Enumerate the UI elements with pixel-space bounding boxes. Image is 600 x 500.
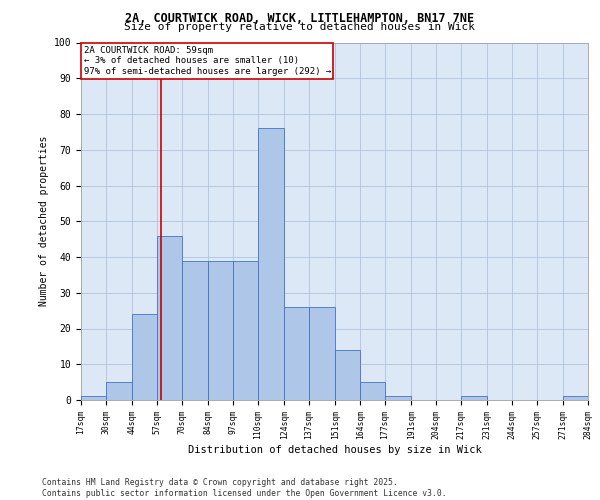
Bar	[563, 396, 588, 400]
Bar	[461, 396, 487, 400]
Text: 2A, COURTWICK ROAD, WICK, LITTLEHAMPTON, BN17 7NE: 2A, COURTWICK ROAD, WICK, LITTLEHAMPTON,…	[125, 12, 475, 26]
Bar	[132, 314, 157, 400]
Text: 2A COURTWICK ROAD: 59sqm
← 3% of detached houses are smaller (10)
97% of semi-de: 2A COURTWICK ROAD: 59sqm ← 3% of detache…	[83, 46, 331, 76]
Bar	[157, 236, 182, 400]
X-axis label: Distribution of detached houses by size in Wick: Distribution of detached houses by size …	[188, 444, 481, 454]
Text: Size of property relative to detached houses in Wick: Size of property relative to detached ho…	[125, 22, 476, 32]
Bar	[233, 260, 257, 400]
Bar	[182, 260, 208, 400]
Y-axis label: Number of detached properties: Number of detached properties	[40, 136, 49, 306]
Bar	[360, 382, 385, 400]
Bar	[81, 396, 106, 400]
Bar	[106, 382, 132, 400]
Bar	[284, 307, 309, 400]
Bar	[208, 260, 233, 400]
Bar	[385, 396, 412, 400]
Text: Contains HM Land Registry data © Crown copyright and database right 2025.
Contai: Contains HM Land Registry data © Crown c…	[42, 478, 446, 498]
Bar	[335, 350, 360, 400]
Bar	[309, 307, 335, 400]
Bar	[257, 128, 284, 400]
